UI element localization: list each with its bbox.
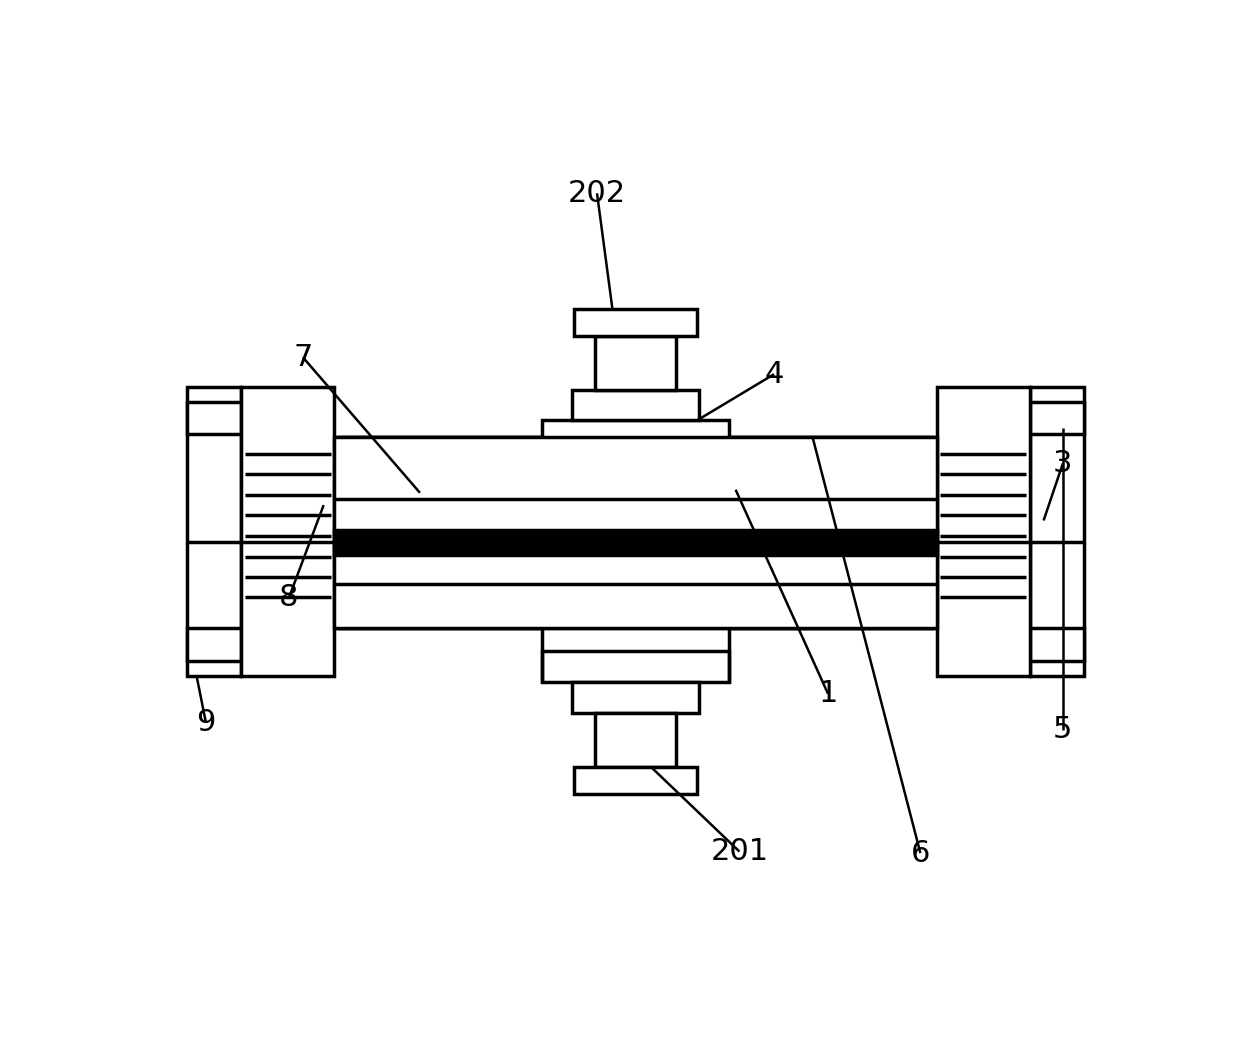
- Bar: [242, 386, 334, 676]
- Bar: [1029, 386, 1084, 676]
- Bar: [542, 421, 729, 451]
- Bar: [334, 438, 937, 628]
- Bar: [574, 308, 697, 336]
- Bar: [1029, 628, 1084, 661]
- Bar: [574, 767, 697, 794]
- Text: 4: 4: [764, 360, 784, 388]
- Bar: [572, 389, 699, 421]
- Bar: [937, 386, 1029, 676]
- Bar: [1029, 402, 1084, 434]
- Text: 9: 9: [196, 708, 216, 736]
- Text: 201: 201: [711, 837, 769, 866]
- Bar: [334, 438, 937, 628]
- Text: 8: 8: [279, 583, 299, 612]
- Text: 6: 6: [910, 838, 930, 868]
- Bar: [187, 386, 242, 676]
- Bar: [572, 682, 699, 713]
- Text: 202: 202: [568, 179, 626, 207]
- Text: 3: 3: [1053, 449, 1073, 478]
- Bar: [595, 336, 676, 389]
- Bar: [595, 713, 676, 767]
- Bar: [334, 530, 937, 555]
- Bar: [187, 402, 242, 434]
- Text: 1: 1: [818, 680, 838, 708]
- Text: 5: 5: [1053, 715, 1073, 745]
- Bar: [187, 628, 242, 661]
- Bar: [542, 651, 729, 682]
- Bar: [334, 530, 937, 555]
- Text: 7: 7: [293, 343, 312, 371]
